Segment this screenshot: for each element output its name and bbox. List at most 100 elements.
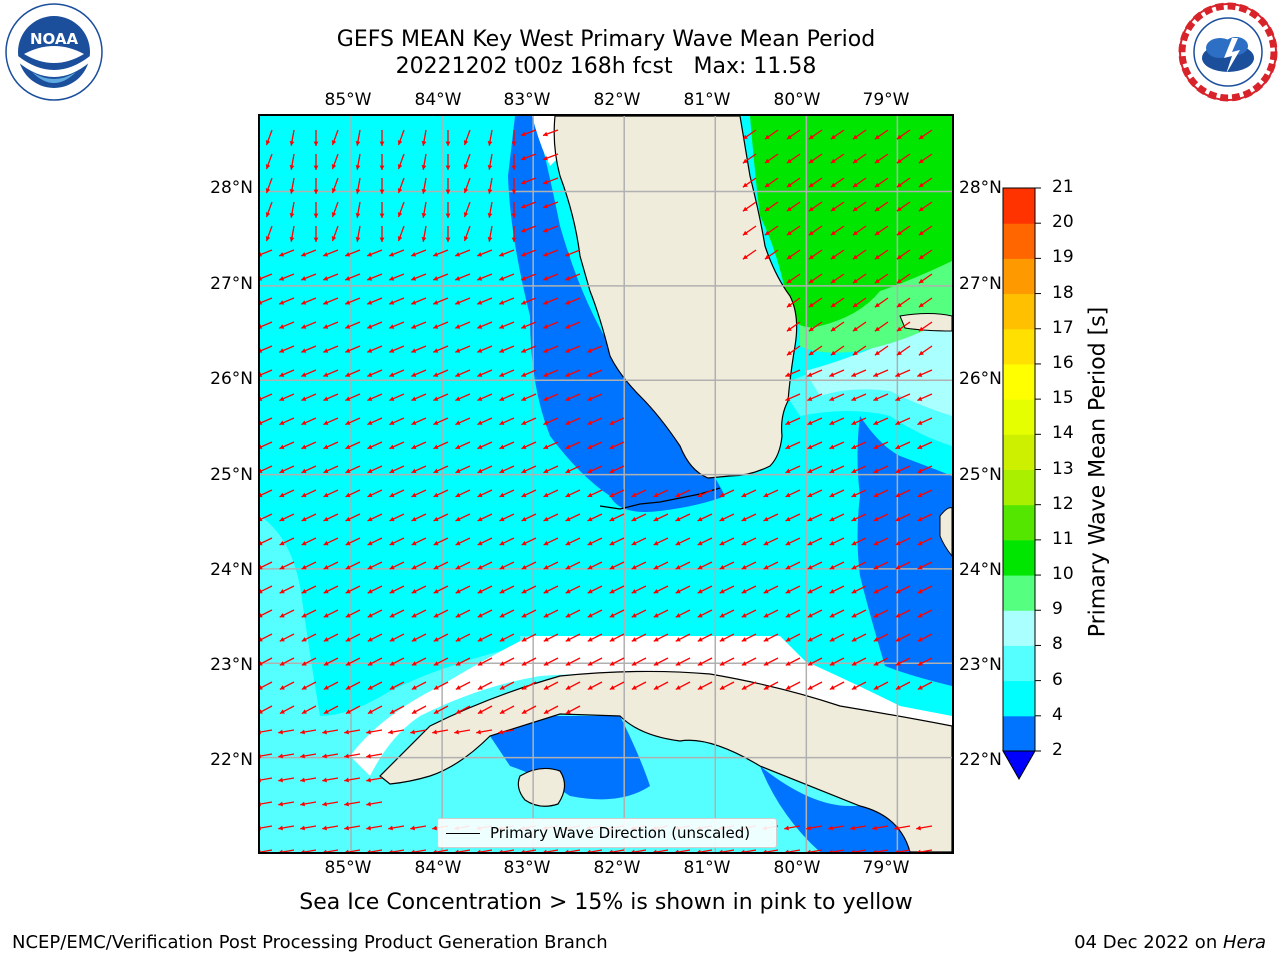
wave-arrow-head	[741, 849, 745, 852]
wave-arrow-head	[786, 254, 792, 260]
map-legend: Primary Wave Direction (unscaled)	[437, 818, 777, 848]
wave-arrow-head	[565, 709, 571, 714]
wave-arrow-head	[543, 300, 549, 305]
wave-arrow-head	[543, 276, 549, 281]
wave-arrow-head	[411, 276, 417, 281]
wave-arrow-head	[389, 685, 395, 690]
wave-arrow-head	[499, 540, 505, 546]
colorbar-segment	[1003, 539, 1035, 576]
coastal-nodata-cuba	[350, 636, 952, 776]
wave-arrow-head	[852, 182, 858, 188]
wave-arrow-head	[345, 468, 351, 474]
wave-arrow-head	[543, 396, 549, 401]
wave-arrow-head	[367, 252, 373, 257]
wave-arrow-head	[410, 825, 415, 831]
wave-arrow-head	[829, 589, 835, 594]
wave-arrow-head	[874, 182, 880, 188]
wave-arrow-head	[301, 252, 307, 257]
wave-arrow-head	[850, 825, 855, 831]
wave-arrow-head	[521, 709, 527, 714]
wave-arrow-head	[565, 492, 571, 498]
wave-arrow-head	[852, 158, 858, 164]
wave-arrow-head	[279, 396, 285, 401]
wave-arrow-head	[433, 276, 439, 281]
wave-arrow-head	[499, 849, 503, 852]
wave-arrow-head	[301, 444, 307, 449]
wave-arrow-head	[260, 420, 263, 425]
wave-arrow-head	[323, 589, 329, 594]
wave-arrow-head	[260, 661, 263, 666]
wave-arrow-head	[653, 540, 659, 546]
wave-arrow-head	[345, 372, 351, 377]
wave-arrow-head	[786, 206, 792, 212]
wave-arrow-head	[279, 685, 285, 690]
wave-arrow-head	[301, 516, 307, 522]
wave-arrow-head	[808, 350, 814, 356]
lon-label-bottom-79w: 79°W	[862, 858, 910, 878]
wave-arrow	[476, 849, 493, 852]
wave-arrow-head	[565, 468, 571, 474]
wave-arrow-head	[631, 637, 637, 642]
wave-arrow	[542, 849, 559, 852]
wave-arrow-head	[367, 324, 373, 329]
wave-arrow-head	[784, 825, 789, 831]
wave-arrow-head	[389, 372, 395, 377]
wave-arrow-head	[279, 252, 285, 257]
wave-arrow-head	[455, 516, 461, 522]
wave-arrow-head	[587, 685, 593, 690]
wave-arrow-head	[807, 420, 813, 425]
wave-arrow-head	[300, 825, 305, 831]
wave-arrow-head	[807, 444, 813, 449]
wave-arrow-head	[609, 516, 615, 522]
wave-arrow-head	[323, 849, 327, 852]
wave-arrow-head	[521, 516, 527, 522]
wave-arrow-head	[917, 516, 923, 522]
wave-arrow-head	[477, 661, 483, 666]
wave-arrow-head	[874, 326, 880, 332]
wave-arrow-head	[829, 444, 835, 449]
wave-arrow-head	[411, 468, 417, 474]
wave-arrow-head	[543, 203, 549, 209]
wave-arrow-head	[323, 348, 329, 353]
wave-arrow-head	[260, 444, 263, 449]
wave-arrow-head	[609, 849, 613, 852]
wave-arrow-head	[279, 372, 285, 377]
bahamas-grand-bahama	[899, 313, 952, 332]
wave-arrow-head	[830, 230, 836, 236]
wave-arrow-head	[455, 348, 461, 353]
wave-arrow-head	[433, 396, 439, 401]
wave-arrow-head	[543, 685, 549, 690]
wave-arrow-head	[367, 540, 373, 546]
wave-arrow-head	[301, 685, 307, 690]
wave-arrow-head	[807, 468, 813, 474]
wave-arrow-head	[389, 492, 395, 498]
wave-arrow-head	[289, 165, 295, 170]
wave-arrow-head	[741, 540, 747, 546]
wave-arrow	[784, 849, 801, 852]
colorbar-segment	[1003, 223, 1035, 259]
wave-arrow	[366, 849, 383, 852]
wave-arrow-head	[260, 801, 261, 807]
wave-arrow-head	[421, 165, 427, 170]
wave-arrow-head	[323, 300, 329, 305]
ocean-period-2-4-east	[857, 416, 952, 686]
wave-arrow	[674, 849, 691, 852]
wave-arrow-head	[367, 396, 373, 401]
wave-arrow-head	[895, 685, 901, 690]
wave-arrow-head	[587, 468, 593, 474]
wave-arrow-head	[477, 300, 483, 305]
wave-arrow-head	[366, 753, 371, 759]
wave-arrow-head	[741, 516, 747, 522]
wave-arrow-head	[301, 396, 307, 401]
wave-arrow-head	[587, 444, 593, 449]
wave-arrow-head	[917, 661, 923, 666]
wave-arrow-head	[411, 324, 417, 329]
wave-arrow-head	[499, 252, 505, 257]
wave-arrow-head	[852, 302, 858, 308]
plot-title-line1: GEFS MEAN Key West Primary Wave Mean Per…	[336, 27, 876, 52]
wave-arrow-head	[366, 801, 371, 807]
wave-arrow-head	[433, 468, 439, 474]
colorbar-segment	[1003, 715, 1035, 752]
wave-arrow-head	[917, 849, 921, 852]
colorbar-segment	[1003, 328, 1035, 365]
